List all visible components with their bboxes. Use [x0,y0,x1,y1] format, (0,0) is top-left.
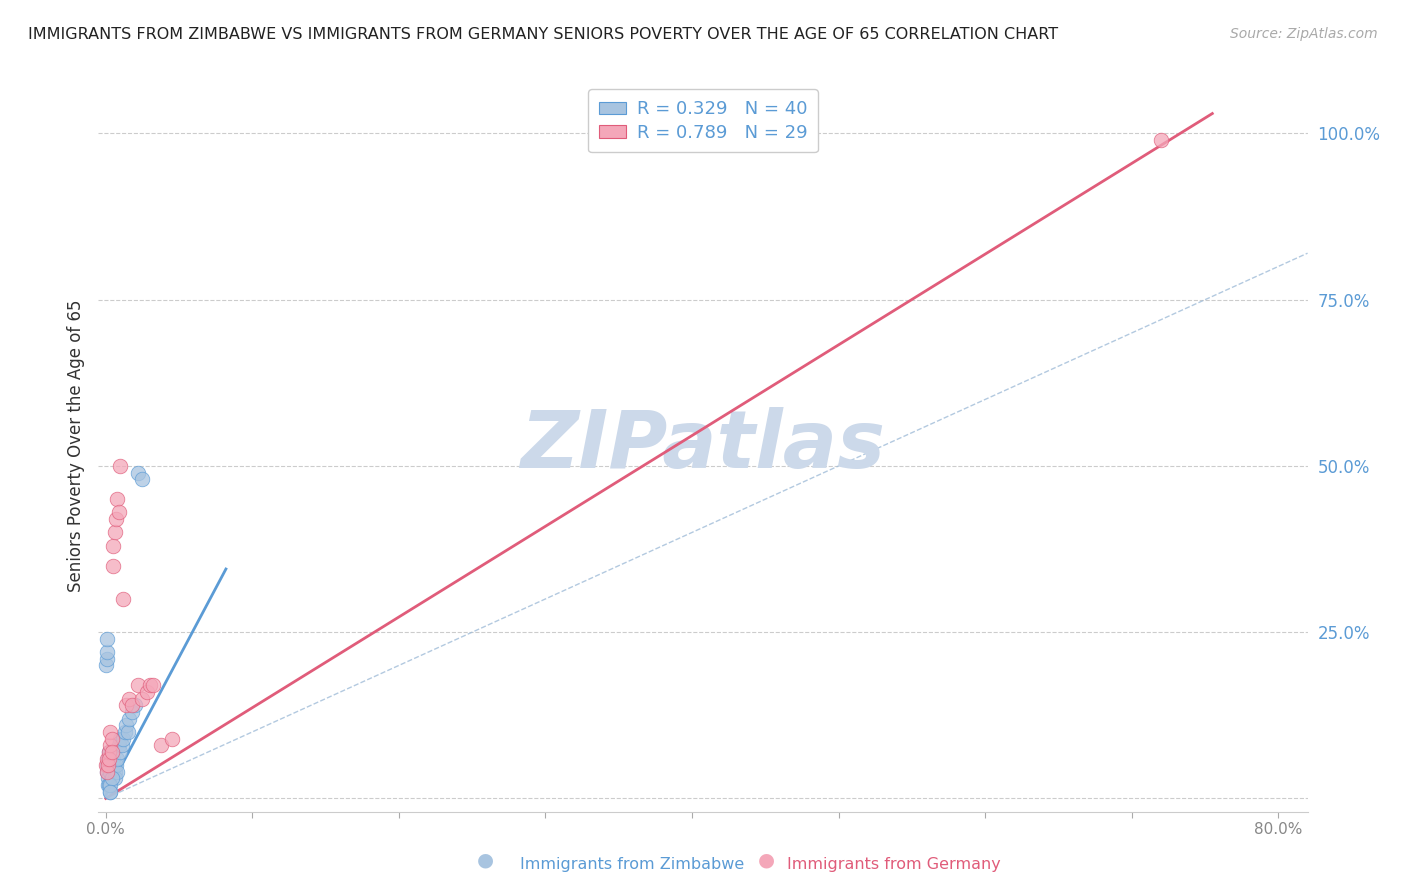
Point [121,698,143,713]
Point [100,745,122,759]
Point [111,738,134,752]
Point [131,691,153,706]
Point [127,678,149,692]
Point [100,758,122,772]
Point [96,658,118,673]
Point [96,758,118,772]
Point [98,751,121,765]
Point [110,731,132,746]
Point [135,685,157,699]
Point [107,751,129,765]
Point [1150,133,1173,147]
Point [131,472,153,486]
Point [97,745,120,759]
Point [96,764,118,779]
Point [103,764,125,779]
Point [96,751,118,765]
Point [115,698,138,713]
Text: Immigrants from Zimbabwe: Immigrants from Zimbabwe [520,857,744,872]
Point [105,512,128,526]
Text: ZIPatlas: ZIPatlas [520,407,886,485]
Text: IMMIGRANTS FROM ZIMBABWE VS IMMIGRANTS FROM GERMANY SENIORS POVERTY OVER THE AGE: IMMIGRANTS FROM ZIMBABWE VS IMMIGRANTS F… [28,27,1059,42]
Point [118,712,141,726]
Text: Source: ZipAtlas.com: Source: ZipAtlas.com [1230,27,1378,41]
Point [114,725,136,739]
Point [103,772,125,786]
Point [108,506,131,520]
Text: ●: ● [758,851,775,870]
Y-axis label: Seniors Poverty Over the Age of 65: Seniors Poverty Over the Age of 65 [66,300,84,592]
Point [96,772,118,786]
Point [107,764,129,779]
Point [98,725,121,739]
Point [108,738,131,752]
Point [101,758,124,772]
Point [101,558,124,573]
Point [98,778,121,792]
Point [127,466,149,480]
Point [97,751,120,765]
Point [100,731,122,746]
Point [100,745,122,759]
Point [96,632,118,646]
Point [98,785,121,799]
Point [97,778,120,792]
Point [124,698,146,713]
Point [98,738,121,752]
Point [112,731,135,746]
Text: Immigrants from Germany: Immigrants from Germany [787,857,1001,872]
Point [96,764,118,779]
Legend: R = 0.329   N = 40, R = 0.789   N = 29: R = 0.329 N = 40, R = 0.789 N = 29 [588,89,818,153]
Point [142,678,165,692]
Point [97,778,120,792]
Point [112,591,135,606]
Point [107,492,129,507]
Text: ●: ● [477,851,494,870]
Point [138,678,160,692]
Point [96,652,118,666]
Point [160,731,183,746]
Point [103,525,125,540]
Point [150,738,173,752]
Point [97,745,120,759]
Point [101,539,124,553]
Point [117,725,139,739]
Point [97,751,120,765]
Point [121,705,143,719]
Point [96,645,118,659]
Point [100,772,122,786]
Point [98,785,121,799]
Point [97,758,120,772]
Point [115,718,138,732]
Point [98,764,121,779]
Point [101,751,124,765]
Point [110,745,132,759]
Point [110,458,132,473]
Point [96,758,118,772]
Point [105,758,128,772]
Point [118,691,141,706]
Point [97,758,120,772]
